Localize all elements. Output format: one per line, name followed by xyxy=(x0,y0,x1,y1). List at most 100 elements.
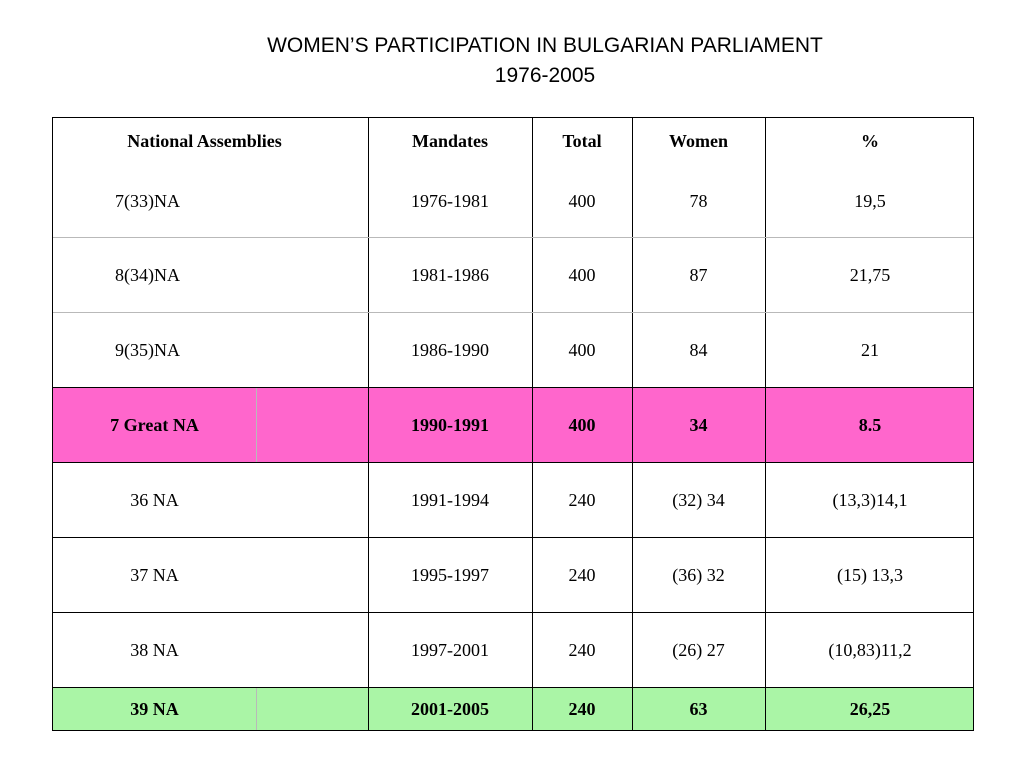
column-divider xyxy=(532,613,533,687)
cell-percent-col: 26,25 xyxy=(765,688,975,730)
cell-women-col: (26) 27 xyxy=(632,613,765,687)
column-divider xyxy=(632,118,633,237)
header-women: Women xyxy=(668,131,728,151)
column-divider xyxy=(632,388,633,462)
cell-assembly-col: 9(35)NA xyxy=(53,313,368,387)
cell-mandate-col: 1981-1986 xyxy=(368,238,532,312)
cell-total-col: 240 xyxy=(532,613,632,687)
table-row: 8(34)NA 1981-1986 400 87 21,75 xyxy=(53,238,973,312)
cell-mandate-4: 1990-1991 xyxy=(411,415,489,435)
row-divider xyxy=(53,612,973,613)
assemblies-table: National Assemblies 7(33)NA Mandates 197… xyxy=(52,117,974,731)
cell-mandate-8: 2001-2005 xyxy=(411,699,489,719)
cell-women-1: 78 xyxy=(689,191,708,211)
cell-mandate-1: 1976-1981 xyxy=(411,191,489,211)
column-divider xyxy=(632,238,633,312)
cell-mandate-col: 1990-1991 xyxy=(368,388,532,462)
header-national-assemblies: National Assemblies xyxy=(127,131,282,151)
column-divider xyxy=(632,688,633,730)
cell-total-col: 400 xyxy=(532,238,632,312)
column-divider xyxy=(765,238,766,312)
column-divider xyxy=(532,238,533,312)
column-divider xyxy=(368,238,369,312)
header-cell-mandates: Mandates 1976-1981 xyxy=(368,118,532,237)
cell-assembly-3: 9(35)NA xyxy=(115,340,180,360)
cell-mandate-2: 1981-1986 xyxy=(411,265,489,285)
column-divider xyxy=(368,688,369,730)
column-divider xyxy=(632,538,633,612)
column-divider xyxy=(368,463,369,537)
cell-percent-7: (10,83)11,2 xyxy=(828,640,912,660)
row-divider xyxy=(53,537,973,538)
cell-total-4: 400 xyxy=(568,415,596,435)
table-row: 38 NA 1997-2001 240 (26) 27 (10,83)11,2 xyxy=(53,613,973,687)
table-row: 37 NA 1995-1997 240 (36) 32 (15) 13,3 xyxy=(53,538,973,612)
cell-mandate-6: 1995-1997 xyxy=(411,565,489,585)
cell-percent-col: (13,3)14,1 xyxy=(765,463,975,537)
column-divider xyxy=(368,538,369,612)
cell-percent-6: (15) 13,3 xyxy=(837,565,903,585)
cell-percent-col: (15) 13,3 xyxy=(765,538,975,612)
column-divider xyxy=(256,388,257,462)
cell-percent-col: 21 xyxy=(765,313,975,387)
cell-mandate-col: 1997-2001 xyxy=(368,613,532,687)
column-divider xyxy=(368,118,369,237)
cell-women-6: (36) 32 xyxy=(672,565,725,585)
table-row-highlight-green: 39 NA 2001-2005 240 63 26,25 xyxy=(53,688,973,730)
cell-total-col: 240 xyxy=(532,688,632,730)
cell-mandate-5: 1991-1994 xyxy=(411,490,489,510)
cell-women-col: (36) 32 xyxy=(632,538,765,612)
cell-women-2: 87 xyxy=(689,265,708,285)
cell-assembly-col: 37 NA xyxy=(53,538,256,612)
cell-total-7: 240 xyxy=(568,640,596,660)
cell-total-col: 400 xyxy=(532,313,632,387)
cell-mandate-col: 1986-1990 xyxy=(368,313,532,387)
column-divider xyxy=(765,613,766,687)
cell-percent-col: (10,83)11,2 xyxy=(765,613,975,687)
column-divider xyxy=(765,463,766,537)
cell-assembly-col: 36 NA xyxy=(53,463,256,537)
column-divider xyxy=(256,688,257,730)
column-divider xyxy=(532,538,533,612)
cell-women-4: 34 xyxy=(689,415,708,435)
cell-assembly-col: 38 NA xyxy=(53,613,256,687)
column-divider xyxy=(368,388,369,462)
row-divider xyxy=(53,387,973,388)
cell-total-8: 240 xyxy=(568,699,596,719)
column-divider xyxy=(532,388,533,462)
column-divider xyxy=(765,688,766,730)
column-divider xyxy=(532,118,533,237)
cell-percent-2: 21,75 xyxy=(849,265,891,285)
header-cell-total: Total 400 xyxy=(532,118,632,237)
cell-mandate-col: 1991-1994 xyxy=(368,463,532,537)
table-header-block: National Assemblies 7(33)NA Mandates 197… xyxy=(53,118,973,237)
cell-total-5: 240 xyxy=(568,490,596,510)
cell-women-3: 84 xyxy=(689,340,708,360)
table-row: 36 NA 1991-1994 240 (32) 34 (13,3)14,1 xyxy=(53,463,973,537)
column-divider xyxy=(368,613,369,687)
table-row-highlight-pink: 7 Great NA 1990-1991 400 34 8.5 xyxy=(53,388,973,462)
cell-women-col: 63 xyxy=(632,688,765,730)
cell-assembly-5: 36 NA xyxy=(130,490,179,510)
cell-women-col: (32) 34 xyxy=(632,463,765,537)
cell-percent-col: 21,75 xyxy=(765,238,975,312)
cell-mandate-col: 1995-1997 xyxy=(368,538,532,612)
cell-assembly-col: 7 Great NA xyxy=(53,388,256,462)
header-total: Total xyxy=(562,131,602,151)
column-divider xyxy=(368,313,369,387)
row-divider xyxy=(53,237,973,238)
cell-assembly-8: 39 NA xyxy=(130,699,179,719)
header-mandates: Mandates xyxy=(412,131,488,151)
row-divider xyxy=(53,462,973,463)
cell-total-col: 240 xyxy=(532,463,632,537)
cell-total-col: 400 xyxy=(532,388,632,462)
cell-percent-4: 8.5 xyxy=(858,415,882,435)
column-divider xyxy=(765,388,766,462)
column-divider xyxy=(765,538,766,612)
cell-assembly-1: 7(33)NA xyxy=(115,191,180,211)
cell-total-col: 240 xyxy=(532,538,632,612)
cell-mandate-7: 1997-2001 xyxy=(411,640,489,660)
cell-total-3: 400 xyxy=(568,340,596,360)
column-divider xyxy=(632,313,633,387)
cell-percent-1: 19,5 xyxy=(854,191,886,211)
